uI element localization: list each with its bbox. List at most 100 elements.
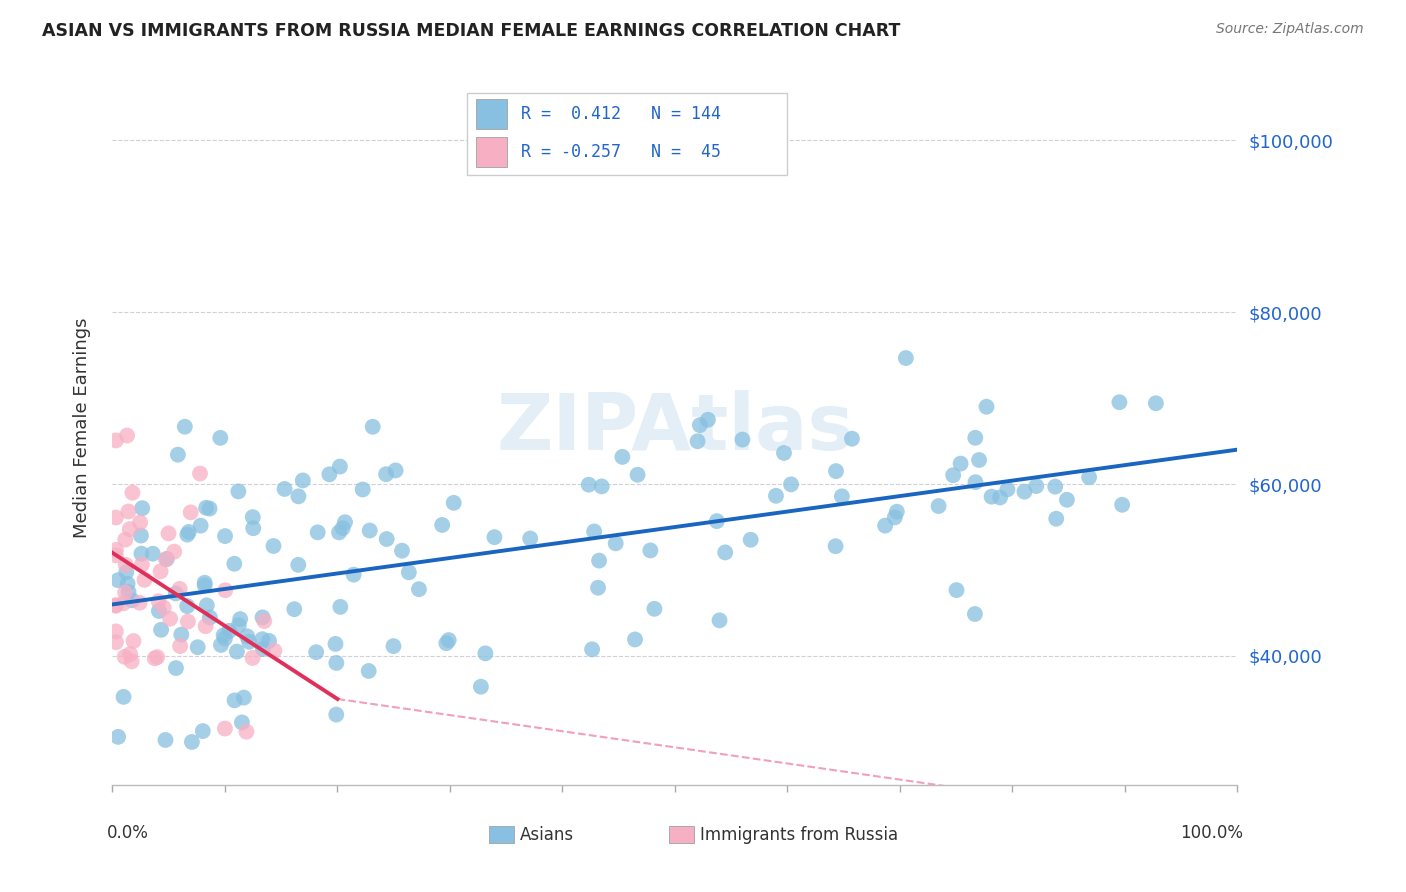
Point bbox=[114, 649, 136, 664]
Point bbox=[114, 558, 136, 572]
Point bbox=[191, 724, 214, 739]
Point bbox=[332, 521, 354, 535]
Point bbox=[384, 463, 406, 477]
Point bbox=[305, 645, 328, 659]
Point bbox=[967, 453, 990, 467]
Point bbox=[773, 446, 796, 460]
Point bbox=[214, 529, 236, 543]
Point bbox=[121, 485, 143, 500]
Point bbox=[114, 585, 136, 599]
Point bbox=[104, 549, 127, 563]
Point bbox=[146, 650, 169, 665]
Point bbox=[1025, 479, 1047, 493]
Point bbox=[980, 490, 1002, 504]
Point bbox=[588, 553, 610, 567]
Point bbox=[195, 500, 218, 515]
Point bbox=[382, 639, 405, 653]
Point bbox=[283, 602, 305, 616]
Point bbox=[875, 518, 897, 533]
Text: ZIPAtlas: ZIPAtlas bbox=[496, 390, 853, 467]
Point bbox=[976, 400, 998, 414]
Point bbox=[357, 664, 380, 678]
Point bbox=[105, 635, 128, 649]
Point bbox=[232, 690, 254, 705]
Point bbox=[177, 615, 200, 629]
Point bbox=[176, 599, 198, 613]
Point bbox=[1045, 512, 1067, 526]
Point bbox=[942, 468, 965, 483]
Point bbox=[131, 558, 153, 572]
Point bbox=[886, 505, 908, 519]
Bar bbox=[489, 826, 515, 844]
Point bbox=[118, 522, 141, 536]
Point bbox=[238, 634, 260, 648]
Point bbox=[104, 624, 127, 639]
Point bbox=[115, 428, 138, 442]
Point bbox=[883, 510, 905, 524]
Point bbox=[686, 434, 709, 449]
Point bbox=[242, 510, 264, 524]
Point bbox=[329, 599, 352, 614]
Point bbox=[104, 542, 127, 557]
Point bbox=[928, 499, 950, 513]
Point bbox=[142, 547, 165, 561]
Point bbox=[624, 632, 647, 647]
Point bbox=[157, 526, 180, 541]
Point bbox=[1056, 492, 1078, 507]
Point bbox=[398, 566, 420, 580]
Point bbox=[352, 483, 374, 497]
Point bbox=[131, 547, 153, 561]
Point bbox=[131, 501, 153, 516]
Bar bbox=[475, 99, 508, 128]
Text: R = -0.257   N =  45: R = -0.257 N = 45 bbox=[520, 143, 721, 161]
Point bbox=[143, 651, 166, 665]
Y-axis label: Median Female Earnings: Median Female Earnings bbox=[73, 318, 91, 539]
Point bbox=[180, 735, 202, 749]
Point bbox=[325, 656, 347, 670]
Point bbox=[963, 607, 986, 621]
Point bbox=[231, 715, 253, 730]
Point bbox=[218, 624, 240, 638]
Point bbox=[224, 693, 246, 707]
Point bbox=[995, 483, 1018, 497]
Point bbox=[198, 501, 221, 516]
Point bbox=[242, 521, 264, 535]
Point bbox=[187, 640, 209, 655]
Point bbox=[287, 558, 309, 572]
Bar bbox=[475, 136, 508, 167]
Point bbox=[709, 613, 731, 627]
Point bbox=[117, 504, 139, 518]
Point bbox=[156, 552, 179, 566]
Point bbox=[287, 489, 309, 503]
Point bbox=[581, 642, 603, 657]
Point bbox=[706, 514, 728, 528]
Point bbox=[263, 644, 285, 658]
Point bbox=[714, 545, 737, 559]
FancyBboxPatch shape bbox=[467, 93, 787, 175]
Point bbox=[689, 418, 711, 433]
Point bbox=[391, 543, 413, 558]
Point bbox=[194, 578, 217, 592]
Text: 0.0%: 0.0% bbox=[107, 824, 149, 842]
Point bbox=[329, 459, 352, 474]
Point bbox=[519, 532, 541, 546]
Point bbox=[1043, 480, 1066, 494]
Point bbox=[165, 586, 187, 600]
Point bbox=[430, 518, 453, 533]
Point bbox=[228, 618, 250, 632]
Point bbox=[824, 539, 846, 553]
Point bbox=[474, 646, 496, 660]
Point bbox=[152, 600, 174, 615]
Point bbox=[214, 722, 236, 736]
Point bbox=[114, 533, 136, 547]
Point bbox=[242, 651, 264, 665]
Text: R =  0.412   N = 144: R = 0.412 N = 144 bbox=[520, 105, 721, 123]
Point bbox=[115, 565, 138, 579]
Point bbox=[134, 573, 156, 587]
Point bbox=[434, 636, 457, 650]
Text: Immigrants from Russia: Immigrants from Russia bbox=[700, 826, 898, 844]
Point bbox=[1078, 470, 1101, 484]
Point bbox=[117, 576, 139, 591]
Point bbox=[229, 612, 252, 626]
Point bbox=[194, 619, 217, 633]
